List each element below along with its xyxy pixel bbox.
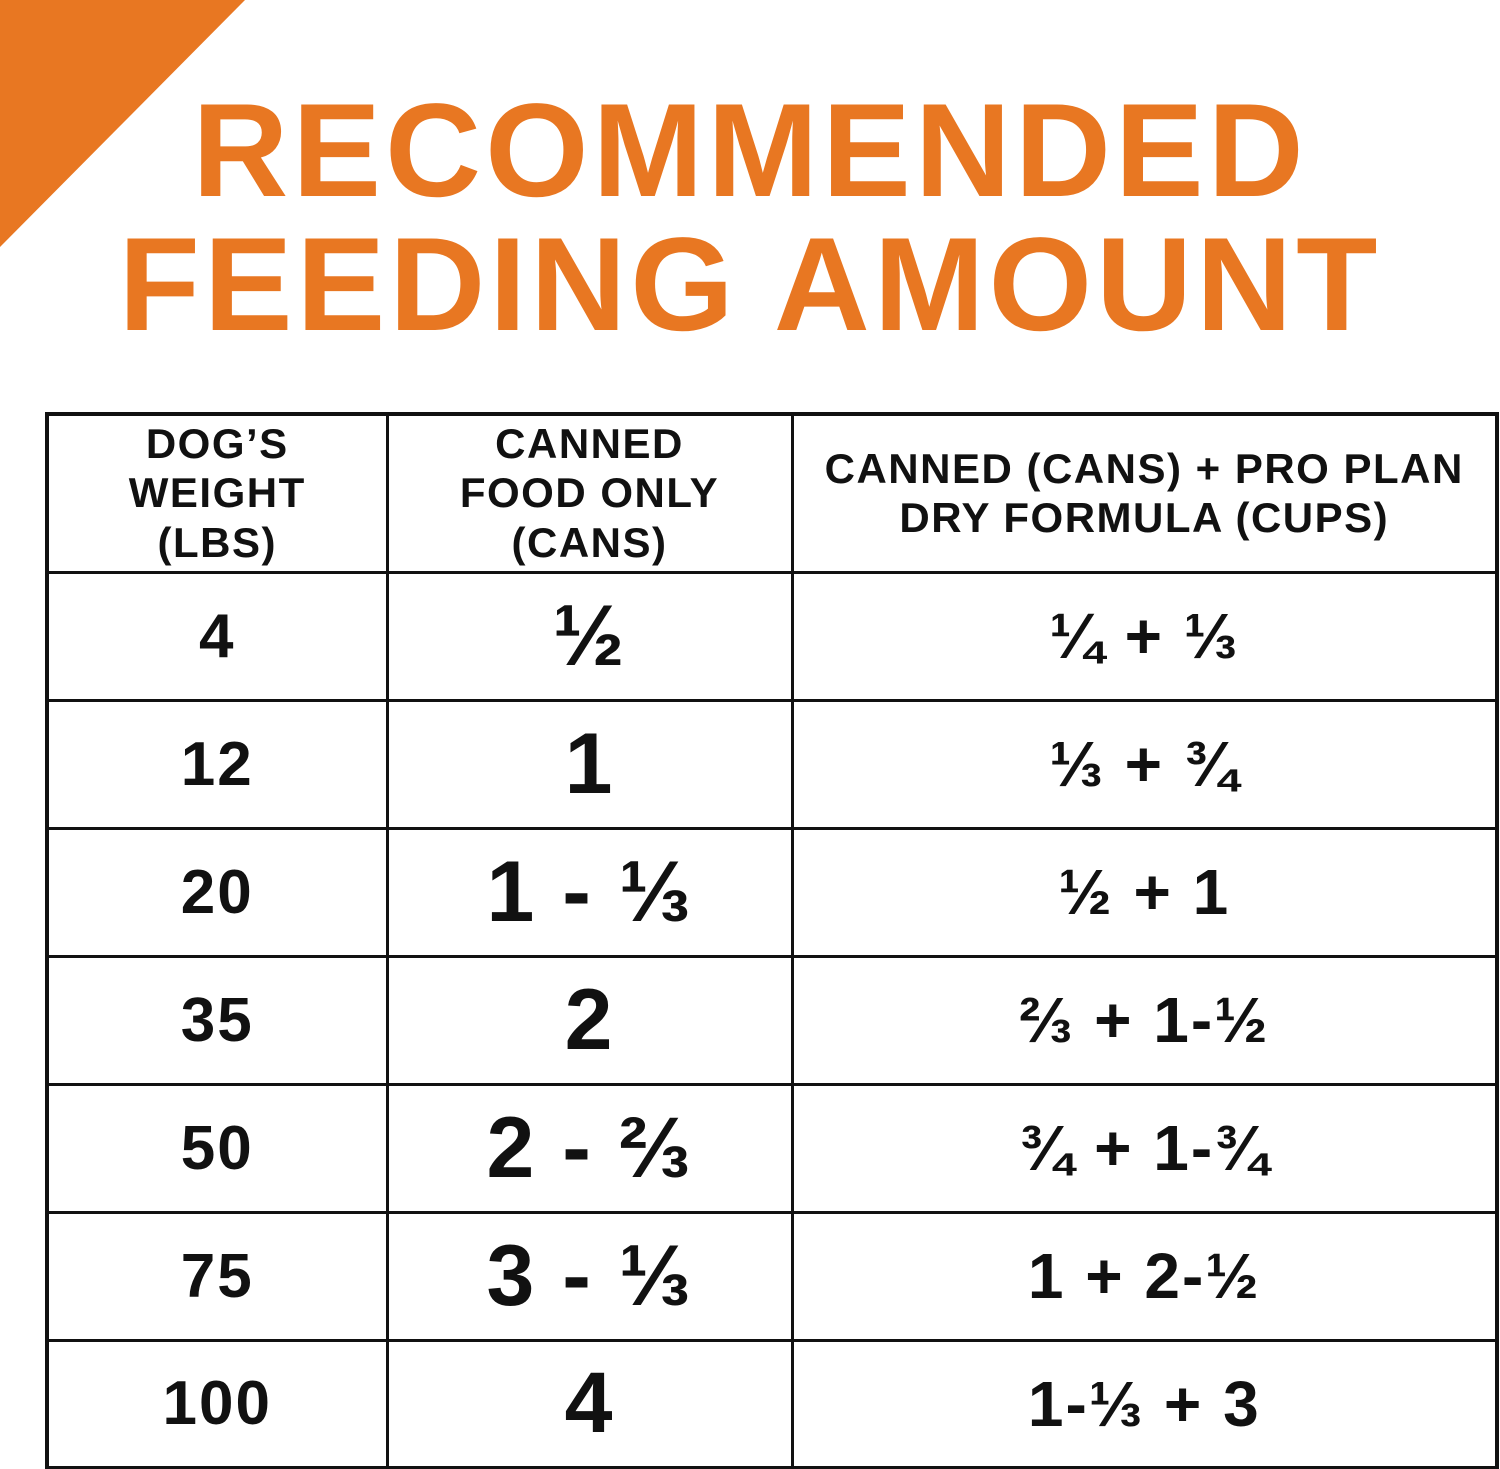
table-row: 50 2 - ⅔ ¾ + 1-¾ [45,1082,1499,1214]
weight-cell: 50 [45,1082,389,1214]
column-header-canned-only: CANNED FOOD ONLY (CANS) [385,412,794,574]
table-row: 4 ½ ¼ + ⅓ [45,570,1499,702]
page-title-line-1: RECOMMENDED [192,77,1308,225]
canned-plus-dry-cell: ½ + 1 [790,826,1499,958]
canned-plus-dry-cell: ¾ + 1-¾ [790,1082,1499,1214]
page-title-line-2: FEEDING AMOUNT [118,211,1382,360]
table-header-row: DOG’S WEIGHT (LBS) CANNED FOOD ONLY (CAN… [45,412,1499,574]
header-line: WEIGHT [128,469,306,517]
table-row: 20 1 - ⅓ ½ + 1 [45,826,1499,958]
canned-only-cell: 1 [385,698,794,830]
canned-only-cell: 2 - ⅔ [385,1082,794,1214]
header-line: CANNED [495,419,684,467]
weight-cell: 4 [45,570,389,702]
header-line: (CANS) [511,519,668,567]
canned-plus-dry-cell: ⅓ + ¾ [790,698,1499,830]
canned-only-cell: 4 [385,1338,794,1469]
weight-cell: 12 [45,698,389,830]
canned-plus-dry-cell: 1-⅓ + 3 [790,1338,1499,1469]
table-row: 12 1 ⅓ + ¾ [45,698,1499,830]
header-line: FOOD ONLY [459,469,720,517]
canned-only-cell: 3 - ⅓ [385,1210,794,1342]
canned-only-cell: 1 - ⅓ [385,826,794,958]
canned-plus-dry-cell: ⅔ + 1-½ [790,954,1499,1086]
column-header-canned-plus-dry: CANNED (CANS) + PRO PLAN DRY FORMULA (CU… [790,412,1499,574]
canned-only-cell: ½ [385,570,794,702]
column-header-dogs-weight: DOG’S WEIGHT (LBS) [45,412,389,574]
weight-cell: 20 [45,826,389,958]
canned-only-cell: 2 [385,954,794,1086]
canned-plus-dry-cell: ¼ + ⅓ [790,570,1499,702]
corner-triangle-decoration [0,0,245,247]
feeding-amount-table: DOG’S WEIGHT (LBS) CANNED FOOD ONLY (CAN… [45,412,1499,1469]
weight-cell: 100 [45,1338,389,1469]
header-line: DOG’S [145,419,289,467]
weight-cell: 75 [45,1210,389,1342]
table-row: 35 2 ⅔ + 1-½ [45,954,1499,1086]
page-title: RECOMMENDED FEEDING AMOUNT [0,84,1500,353]
weight-cell: 35 [45,954,389,1086]
header-line: DRY FORMULA (CUPS) [899,494,1390,542]
canned-plus-dry-cell: 1 + 2-½ [790,1210,1499,1342]
header-line: (LBS) [157,519,277,567]
table-row: 100 4 1-⅓ + 3 [45,1338,1499,1469]
header-line: CANNED (CANS) + PRO PLAN [824,444,1464,492]
table-row: 75 3 - ⅓ 1 + 2-½ [45,1210,1499,1342]
